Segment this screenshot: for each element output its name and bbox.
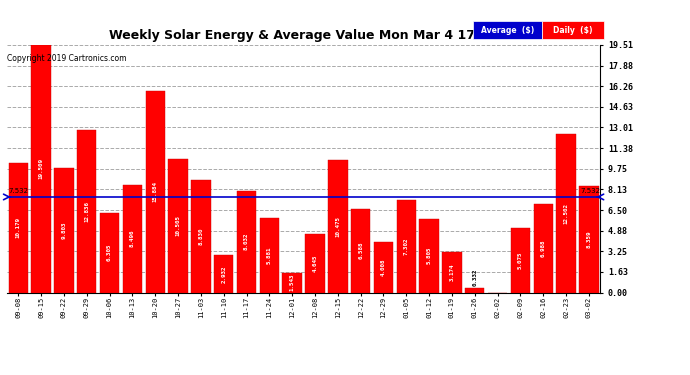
Bar [374,242,393,292]
Bar [442,252,462,292]
Text: 1.543: 1.543 [290,274,295,291]
Bar [237,190,256,292]
Text: 6.305: 6.305 [107,244,112,261]
Bar [420,219,439,292]
Text: 0.332: 0.332 [472,269,477,286]
Text: 6.988: 6.988 [541,239,546,257]
Bar [282,273,302,292]
Text: 10.475: 10.475 [335,216,340,237]
Bar [168,159,188,292]
Text: 5.805: 5.805 [426,247,432,264]
Bar [191,180,210,292]
Bar [123,185,142,292]
Text: 5.075: 5.075 [518,252,523,269]
Text: 5.881: 5.881 [267,246,272,264]
Bar [100,213,119,292]
Bar [328,160,348,292]
Bar [465,288,484,292]
Bar [32,45,51,292]
Text: Copyright 2019 Cartronics.com: Copyright 2019 Cartronics.com [7,54,126,63]
Text: 8.032: 8.032 [244,233,249,250]
Bar [259,218,279,292]
Bar [305,234,325,292]
Text: 8.830: 8.830 [199,228,204,245]
Text: 10.505: 10.505 [175,215,181,236]
Bar [511,228,530,292]
Text: 7.532: 7.532 [8,188,28,194]
Text: 7.532: 7.532 [580,188,600,194]
Text: 12.836: 12.836 [84,201,89,222]
Bar [214,255,233,292]
Text: 4.008: 4.008 [381,258,386,276]
Bar [397,200,416,292]
Text: 4.645: 4.645 [313,254,317,272]
Bar [8,164,28,292]
Bar [77,130,97,292]
Bar [533,204,553,292]
Bar [146,91,165,292]
Title: Weekly Solar Energy & Average Value Mon Mar 4 17:52: Weekly Solar Energy & Average Value Mon … [109,30,498,42]
Text: 8.496: 8.496 [130,230,135,248]
Text: 8.359: 8.359 [586,231,591,248]
Text: 9.803: 9.803 [61,222,66,239]
Text: 3.174: 3.174 [449,264,455,281]
Bar [579,186,599,292]
Text: 19.509: 19.509 [39,158,43,179]
Text: Average  ($): Average ($) [480,26,534,35]
Bar [556,134,575,292]
Text: 2.932: 2.932 [221,265,226,283]
Text: 6.588: 6.588 [358,242,363,260]
Text: 10.179: 10.179 [16,217,21,238]
Bar [351,209,371,292]
Text: 12.502: 12.502 [564,203,569,224]
Text: 7.302: 7.302 [404,237,408,255]
Bar [55,168,74,292]
Text: 15.884: 15.884 [152,181,158,202]
Text: Daily  ($): Daily ($) [553,26,593,35]
